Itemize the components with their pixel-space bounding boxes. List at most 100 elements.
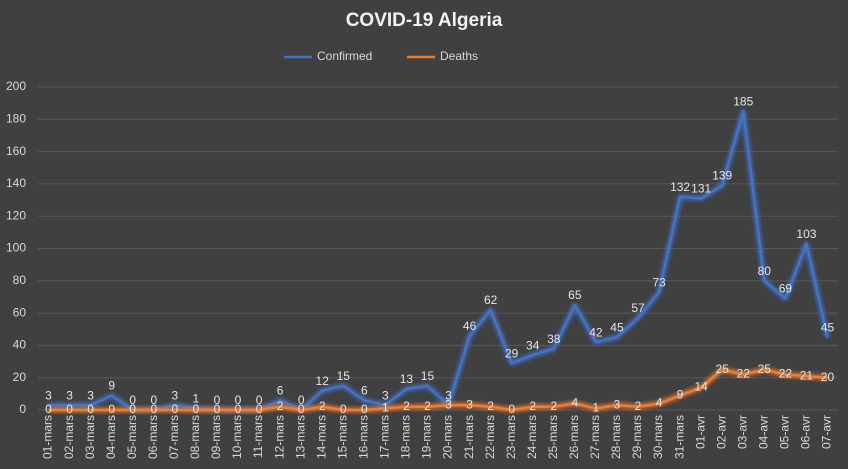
y-tick-label: 140 — [6, 176, 26, 190]
x-tick-label: 16-mars — [356, 415, 370, 459]
data-label: 2 — [403, 399, 410, 413]
data-label: 1 — [382, 401, 389, 415]
data-label: 12 — [316, 374, 330, 388]
data-label: 0 — [256, 393, 263, 407]
x-tick-label: 05-mars — [125, 415, 139, 459]
data-label: 45 — [610, 320, 624, 334]
data-label: 3 — [45, 388, 52, 402]
data-label: 103 — [796, 227, 816, 241]
data-label: 57 — [631, 301, 645, 315]
data-label: 0 — [193, 402, 200, 416]
data-label: 3 — [614, 397, 621, 411]
data-label: 2 — [424, 399, 431, 413]
x-tick-label: 01-mars — [41, 415, 55, 459]
x-tick-label: 31-mars — [672, 415, 686, 459]
data-label: 0 — [298, 393, 305, 407]
y-tick-label: 100 — [6, 241, 26, 255]
x-tick-label: 04-mars — [104, 415, 118, 459]
data-label: 0 — [361, 402, 368, 416]
x-tick-label: 07-mars — [167, 415, 181, 459]
x-tick-label: 22-mars — [483, 415, 497, 459]
x-tick-label: 02-avr — [714, 415, 728, 449]
data-label: 9 — [677, 388, 684, 402]
data-label: 69 — [779, 282, 793, 296]
data-label: 15 — [337, 369, 351, 383]
data-label: 0 — [235, 393, 242, 407]
x-tick-label: 17-mars — [378, 415, 392, 459]
data-label: 0 — [129, 393, 136, 407]
x-tick-label: 29-mars — [630, 415, 644, 459]
y-tick-label: 160 — [6, 144, 26, 158]
data-label: 0 — [508, 402, 515, 416]
data-label: 3 — [445, 397, 452, 411]
data-label: 185 — [733, 94, 753, 108]
legend-label: Confirmed — [317, 49, 372, 63]
data-label: 0 — [214, 402, 221, 416]
data-label: 14 — [694, 380, 708, 394]
data-label: 3 — [382, 388, 389, 402]
data-label: 1 — [593, 401, 600, 415]
data-label: 0 — [66, 402, 73, 416]
series-line — [48, 368, 828, 412]
x-tick-label: 08-mars — [188, 415, 202, 459]
x-tick-label: 04-avr — [756, 415, 770, 449]
chart-title: COVID-19 Algeria — [346, 10, 503, 31]
x-tick-label: 14-mars — [314, 415, 328, 459]
data-label: 4 — [656, 396, 663, 410]
x-tick-label: 19-mars — [420, 415, 434, 459]
x-tick-label: 10-mars — [230, 415, 244, 459]
data-label: 0 — [45, 402, 52, 416]
x-tick-label: 06-avr — [799, 415, 813, 449]
data-label: 3 — [66, 388, 73, 402]
data-label: 0 — [256, 402, 263, 416]
x-tick-label: 12-mars — [272, 415, 286, 459]
data-label: 25 — [758, 362, 772, 376]
x-tick-label: 24-mars — [525, 415, 539, 459]
x-tick-label: 20-mars — [441, 415, 455, 459]
x-tick-label: 03-mars — [83, 415, 97, 459]
y-tick-label: 60 — [13, 305, 27, 319]
data-label: 0 — [129, 402, 136, 416]
data-label: 25 — [716, 362, 730, 376]
data-label: 65 — [568, 288, 582, 302]
x-tick-label: 09-mars — [209, 415, 223, 459]
data-label: 38 — [547, 332, 561, 346]
data-label: 3 — [87, 388, 94, 402]
data-label: 22 — [737, 367, 751, 381]
x-tick-label: 30-mars — [651, 415, 665, 459]
x-tick-label: 11-mars — [251, 415, 265, 458]
y-tick-label: 40 — [13, 338, 27, 352]
x-tick-label: 15-mars — [335, 415, 349, 459]
data-label: 1 — [193, 392, 200, 406]
data-label: 139 — [712, 169, 732, 183]
x-tick-label: 01-avr — [693, 415, 707, 449]
data-label: 0 — [150, 393, 157, 407]
data-label: 0 — [214, 393, 221, 407]
series-line — [48, 109, 829, 412]
data-label: 20 — [821, 370, 835, 384]
x-tick-label: 13-mars — [293, 415, 307, 459]
data-label: 0 — [171, 402, 178, 416]
data-label: 2 — [487, 399, 494, 413]
x-tick-label: 06-mars — [146, 415, 160, 459]
x-tick-label: 07-avr — [820, 415, 834, 449]
data-label: 2 — [550, 399, 557, 413]
legend-label: Deaths — [440, 49, 478, 63]
data-label: 132 — [670, 180, 690, 194]
y-tick-label: 80 — [13, 273, 27, 287]
data-label: 0 — [235, 402, 242, 416]
data-label: 80 — [758, 264, 772, 278]
y-tick-label: 120 — [6, 208, 26, 222]
data-label: 21 — [800, 368, 814, 382]
data-label: 3 — [445, 388, 452, 402]
x-tick-label: 27-mars — [588, 415, 602, 459]
data-label: 42 — [589, 325, 603, 339]
x-tick-label: 05-avr — [778, 415, 792, 449]
x-tick-label: 25-mars — [546, 415, 560, 459]
data-label: 62 — [484, 293, 498, 307]
data-label: 6 — [277, 383, 284, 397]
data-label: 2 — [319, 399, 326, 413]
data-label: 9 — [108, 379, 115, 393]
data-label: 15 — [421, 369, 435, 383]
